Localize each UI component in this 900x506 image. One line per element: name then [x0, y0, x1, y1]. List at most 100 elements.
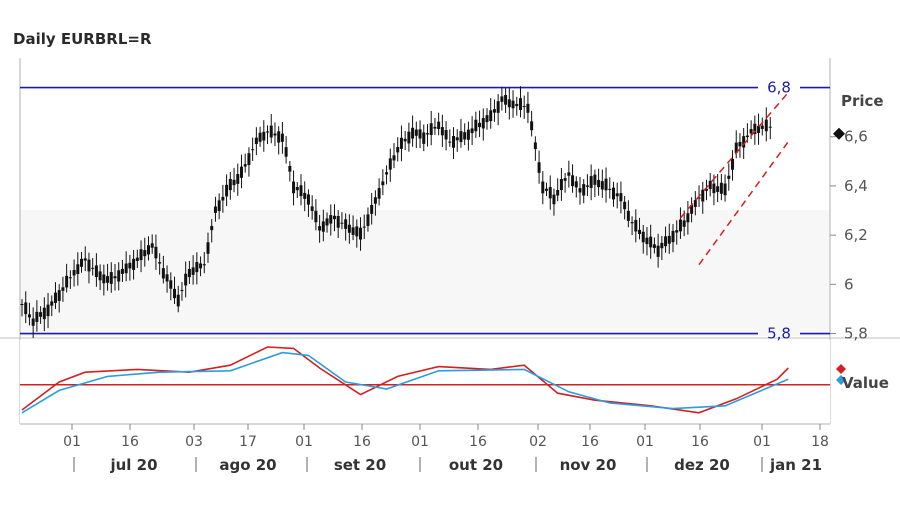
price-candle	[132, 258, 136, 270]
price-candle	[120, 268, 124, 274]
month-label: nov 20	[560, 456, 617, 474]
price-candle	[39, 312, 43, 317]
price-bars	[20, 86, 772, 339]
price-candle	[708, 180, 712, 189]
price-candle	[675, 230, 679, 233]
price-candle	[61, 287, 65, 291]
price-candle	[65, 275, 69, 288]
price-candle	[537, 162, 541, 173]
price-candle	[742, 136, 746, 148]
price-candle	[388, 158, 392, 170]
x-tick-label: 18	[811, 434, 829, 450]
price-candle	[221, 196, 225, 201]
price-candle	[556, 190, 560, 196]
price-candle	[452, 136, 456, 148]
chart-title: Daily EURBRL=R	[13, 30, 152, 48]
price-candle	[228, 178, 232, 191]
price-candle	[318, 226, 322, 231]
price-candle	[704, 188, 708, 191]
price-candle	[98, 271, 102, 281]
price-candle	[455, 137, 459, 141]
price-candle	[496, 101, 500, 113]
price-candle	[332, 215, 336, 220]
price-candle	[716, 186, 720, 192]
price-candle	[489, 110, 493, 122]
price-candle	[310, 206, 314, 211]
price-candle	[422, 132, 426, 144]
price-candle	[448, 141, 452, 143]
price-candle	[649, 236, 653, 248]
x-tick-label: 16	[469, 434, 487, 450]
price-candle	[150, 243, 154, 248]
price-candle	[463, 132, 467, 140]
price-candle	[102, 274, 106, 284]
price-candle	[470, 128, 474, 134]
price-candle	[600, 181, 604, 190]
price-candle	[760, 125, 764, 129]
price-candle	[370, 204, 374, 214]
price-candle	[94, 265, 98, 277]
price-candle	[232, 179, 236, 186]
price-candle	[344, 219, 348, 229]
price-candle	[407, 131, 411, 144]
price-candle	[154, 246, 158, 259]
price-candle	[273, 133, 277, 136]
price-candle	[582, 184, 586, 196]
price-candle	[660, 242, 664, 249]
price-candle	[682, 220, 686, 227]
price-candle	[187, 268, 191, 278]
price-candle	[284, 147, 288, 157]
price-candle	[585, 185, 589, 187]
price-candle	[727, 175, 731, 179]
price-candle	[530, 121, 534, 131]
price-candle	[656, 245, 660, 257]
price-candle	[72, 270, 76, 276]
x-tick-label: 16	[121, 434, 139, 450]
indicator-panel-bg	[20, 340, 830, 424]
price-candle	[764, 119, 768, 132]
price-candle	[76, 264, 80, 275]
month-label: jul 20	[109, 456, 157, 474]
price-axis-title: Price	[841, 92, 884, 110]
price-candle	[292, 181, 296, 194]
x-tick-label: 01	[63, 434, 81, 450]
price-candle	[135, 257, 139, 261]
price-candle	[57, 290, 61, 301]
price-candle	[251, 149, 255, 151]
last-price-marker	[833, 127, 845, 140]
price-candle	[611, 187, 615, 200]
price-candle	[351, 227, 355, 235]
price-candle	[474, 119, 478, 132]
price-candle	[173, 288, 177, 299]
price-candle	[46, 304, 50, 317]
price-candle	[109, 272, 113, 284]
price-candle	[91, 267, 95, 269]
price-candle	[106, 276, 110, 283]
price-candle	[277, 131, 281, 143]
price-candle	[258, 132, 262, 142]
price-candle	[254, 137, 258, 145]
price-candle	[161, 268, 165, 279]
price-candle	[42, 307, 46, 320]
x-tick-label: 16	[581, 434, 599, 450]
price-candle	[362, 226, 366, 228]
price-candle	[180, 290, 184, 292]
level-label-0: 6,8	[767, 79, 791, 97]
price-candle	[80, 258, 84, 267]
x-tick-label: 01	[636, 434, 654, 450]
price-candle	[745, 135, 749, 138]
x-tick-label: 01	[411, 434, 429, 450]
price-candle	[645, 237, 649, 245]
price-candle	[466, 129, 470, 140]
price-candle	[247, 153, 251, 165]
price-candle	[478, 122, 482, 128]
price-candle	[392, 155, 396, 161]
price-candle	[526, 103, 530, 113]
price-candle	[377, 188, 381, 199]
price-candle	[31, 318, 35, 326]
indicator-line-1	[21, 351, 789, 414]
price-candle	[381, 181, 385, 186]
price-candle	[225, 184, 229, 197]
price-candle	[753, 123, 757, 135]
